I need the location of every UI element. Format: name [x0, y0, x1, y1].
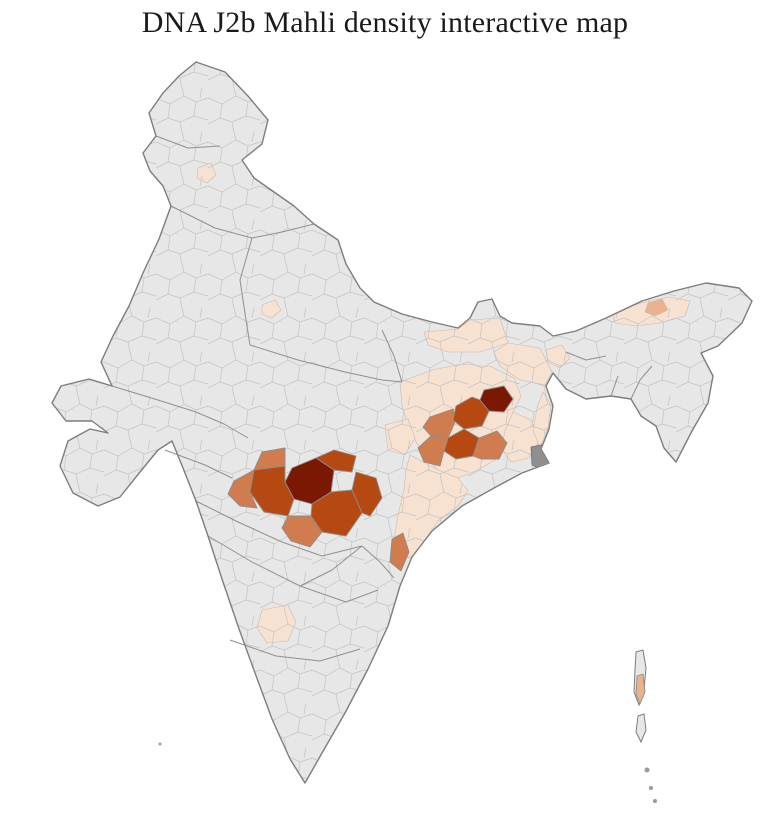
- nicobar-island-dot[interactable]: [644, 767, 650, 773]
- district-cell[interactable]: [389, 532, 410, 572]
- high-density-regions[interactable]: [227, 385, 514, 572]
- lakshadweep-island-dot[interactable]: [158, 742, 162, 746]
- state-borders: [111, 135, 653, 662]
- district-cell[interactable]: [281, 515, 323, 548]
- andaman-island-region[interactable]: [635, 673, 646, 705]
- andaman-island[interactable]: [635, 713, 647, 744]
- district-boundaries-texture: [52, 62, 752, 783]
- nicobar-island-dot[interactable]: [649, 786, 653, 790]
- district-cell[interactable]: [284, 457, 335, 505]
- nicobar-island-dot[interactable]: [653, 799, 657, 803]
- islands[interactable]: [158, 649, 658, 803]
- district-cell[interactable]: [249, 465, 295, 517]
- district-cell[interactable]: [351, 471, 383, 517]
- district-cell[interactable]: [472, 430, 508, 460]
- page-title: DNA J2b Mahli density interactive map: [141, 6, 629, 39]
- district-cell[interactable]: [479, 385, 514, 413]
- district-cell[interactable]: [452, 396, 490, 430]
- district-cell[interactable]: [417, 435, 449, 467]
